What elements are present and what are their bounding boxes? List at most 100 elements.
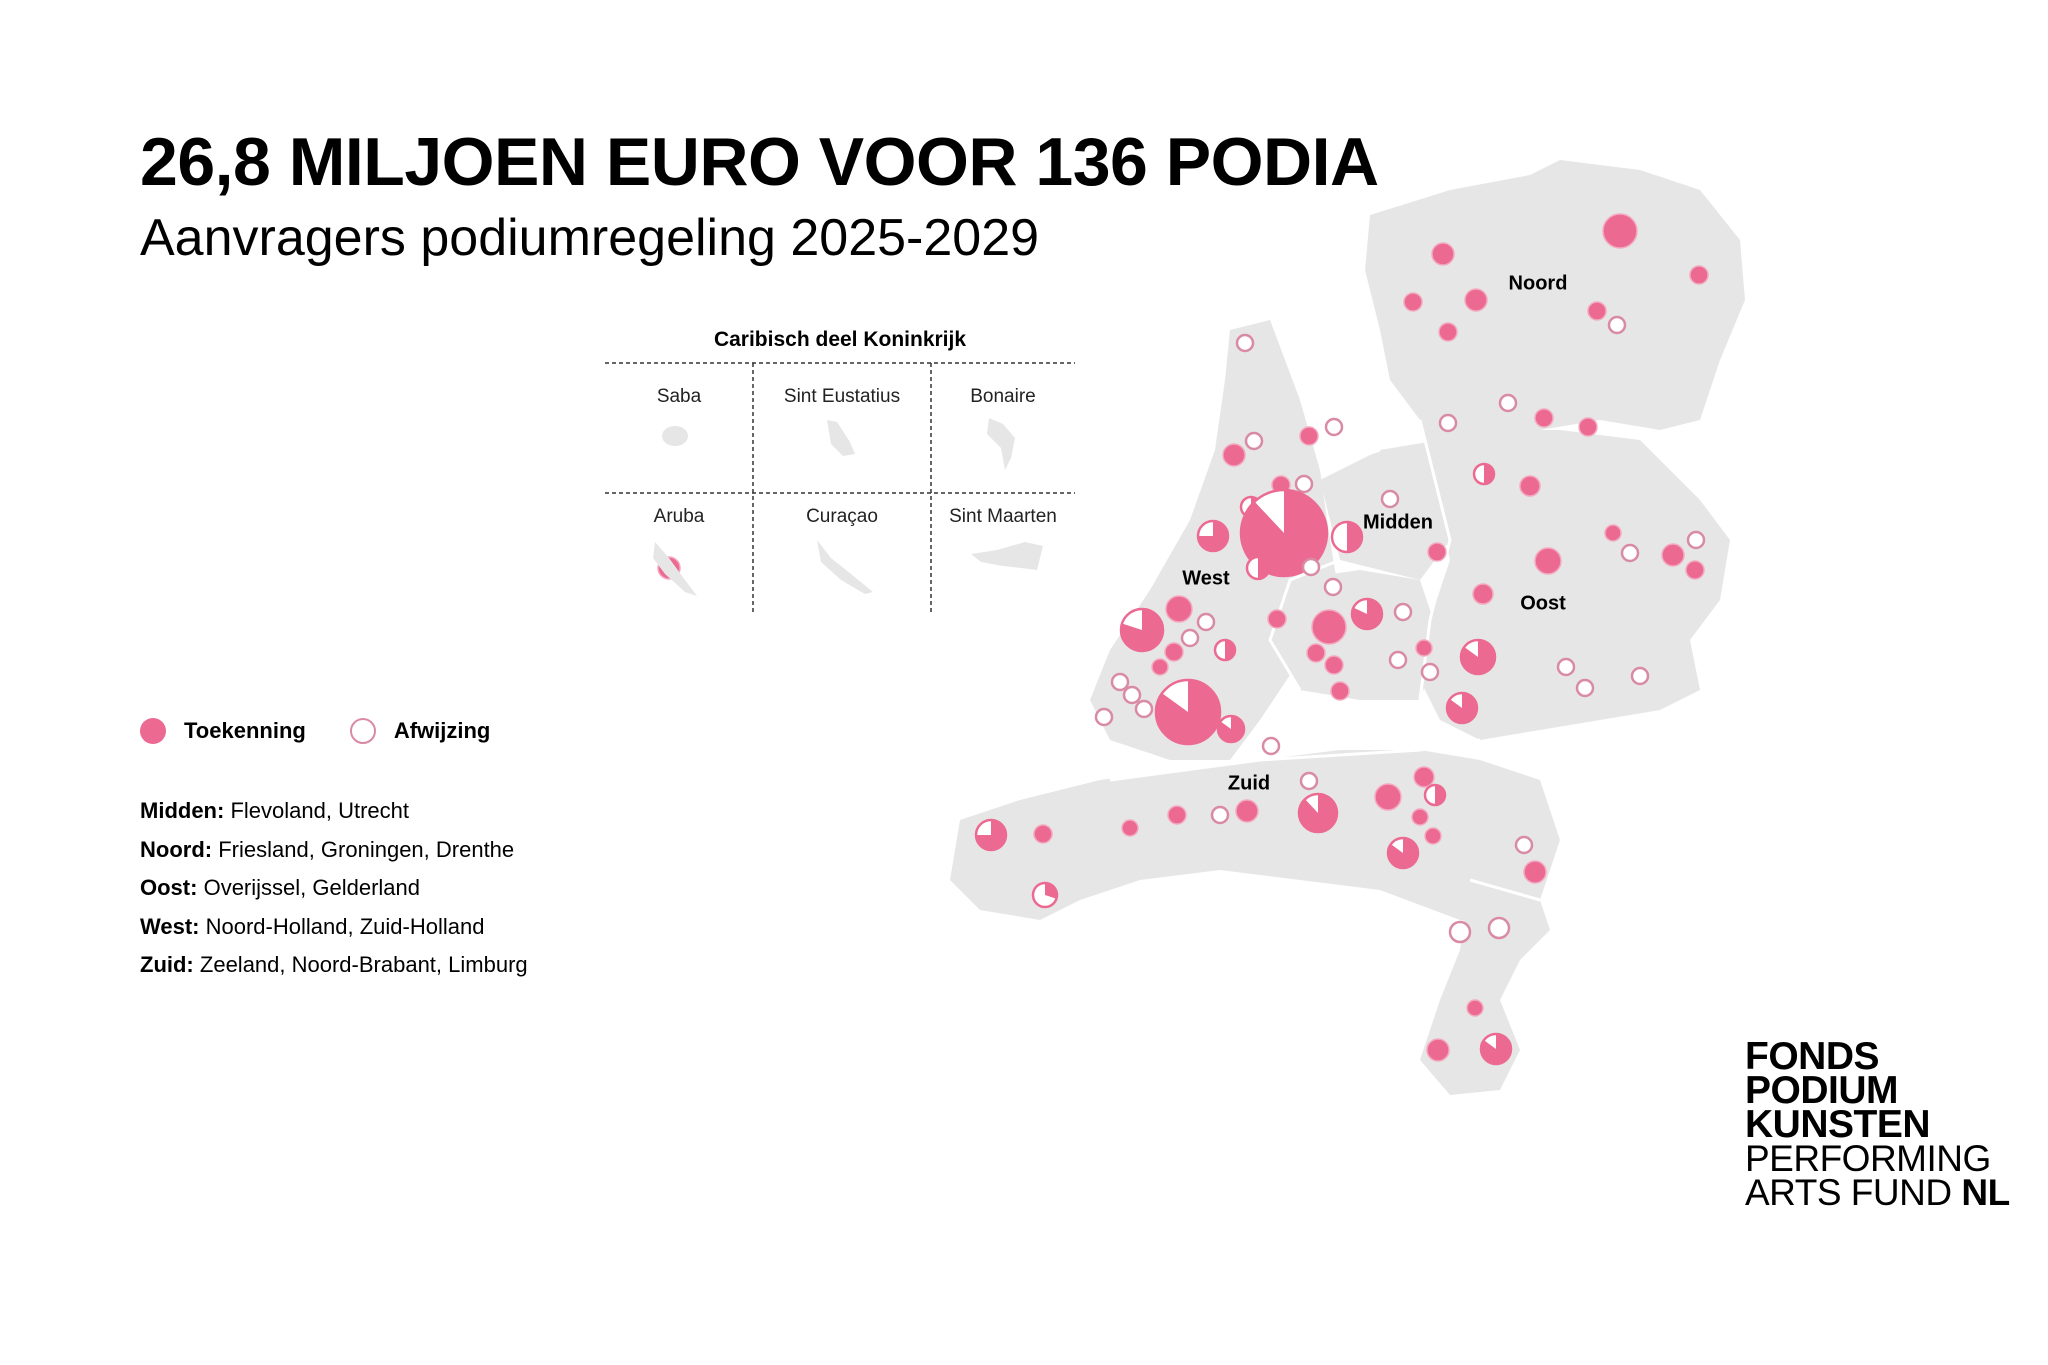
applicant-circle [1393, 602, 1413, 622]
applicant-circle [1685, 560, 1705, 580]
applicant-circle [1374, 783, 1402, 811]
applicant-circle [1689, 265, 1709, 285]
applicant-circle [1165, 595, 1193, 623]
applicant-circle [1323, 577, 1343, 597]
region-row-noord: Noord: Friesland, Groningen, Drenthe [140, 836, 515, 862]
applicant-circle [1350, 597, 1384, 631]
applicant-circle [1306, 643, 1326, 663]
fonds-podiumkunsten-logo: FONDS PODIUM KUNSTEN PERFORMING ARTS FUN… [1745, 1035, 2010, 1213]
applicant-circle [1297, 792, 1339, 834]
applicant-circle [1267, 609, 1287, 629]
sint-eustatius-shape [827, 420, 855, 456]
page-subtitle: Aanvragers podiumregeling 2025-2029 [140, 209, 1040, 267]
map-label-west: West [1182, 567, 1230, 590]
applicant-circle [1245, 555, 1271, 581]
applicant-circle [1164, 642, 1184, 662]
land-shape [950, 160, 1745, 1095]
applicant-circle [1388, 650, 1408, 670]
applicant-circle [1134, 699, 1154, 719]
applicant-circle [1415, 639, 1433, 657]
applicant-circle [1445, 691, 1479, 725]
island-label-sint-maarten: Sint Maarten [949, 506, 1057, 527]
applicant-circle [1423, 783, 1447, 807]
applicant-circle [1620, 543, 1640, 563]
applicant-circle [1386, 836, 1420, 870]
map-label-oost: Oost [1520, 592, 1566, 615]
applicant-circle [1413, 766, 1435, 788]
map-label-zuid: Zuid [1227, 772, 1271, 795]
applicant-circle [1196, 612, 1216, 632]
region-definitions: Midden: Flevoland, Utrecht Noord: Friesl… [140, 792, 528, 985]
applicant-circle [1301, 557, 1321, 577]
region-row-oost: Oost: Overijssel, Gelderland [140, 875, 421, 900]
applicant-circle [1459, 638, 1497, 676]
sint-maarten-shape [971, 542, 1043, 570]
applicant-circle [1420, 662, 1440, 682]
applicant-circle [1487, 916, 1511, 940]
applicant-circle [1519, 475, 1541, 497]
applicant-circle [1239, 488, 1329, 578]
applicant-circle [1261, 736, 1281, 756]
island-label-saba: Saba [656, 386, 702, 407]
applicant-circle [1180, 628, 1200, 648]
toekenning-dot-icon [140, 718, 166, 744]
caribbean-grid: Saba Sint Eustatius Bonaire Aruba Curaça… [605, 362, 1075, 614]
applicant-circle [1154, 678, 1222, 746]
applicant-circle [1213, 638, 1237, 662]
applicant-circle [1235, 333, 1255, 353]
applicant-circle [1403, 292, 1423, 312]
applicant-circle [1472, 583, 1494, 605]
applicant-circle [1602, 213, 1638, 249]
applicant-circle [1427, 542, 1447, 562]
applicant-circle [1033, 824, 1053, 844]
page-title: 26,8 MILJOEN EURO VOOR 136 PODIA [140, 124, 1379, 200]
applicant-circle [1575, 678, 1595, 698]
aruba-shape [653, 542, 697, 596]
island-label-sint-eustatius: Sint Eustatius [783, 386, 901, 407]
applicant-circle [1448, 920, 1472, 944]
applicant-circle [1216, 714, 1246, 744]
applicant-circle [1210, 805, 1230, 825]
applicant-circle [1196, 519, 1230, 553]
applicant-circle [1472, 462, 1496, 486]
island-label-bonaire: Bonaire [970, 386, 1036, 407]
legend-toekenning: Toekenning [184, 718, 306, 743]
region-row-west: West: Noord-Holland, Zuid-Holland [140, 913, 485, 939]
applicant-circle [1222, 443, 1246, 467]
applicant-circle [1244, 431, 1264, 451]
applicant-circle [1438, 413, 1458, 433]
applicant-circle [1578, 417, 1598, 437]
applicant-circle [1438, 322, 1458, 342]
applicant-circle [1514, 835, 1534, 855]
region-row-midden: Midden: Flevoland, Utrecht [140, 798, 409, 823]
applicant-circle [1299, 426, 1319, 446]
applicant-circle [1630, 666, 1650, 686]
applicant-circle [1424, 827, 1442, 845]
applicant-circle [1094, 707, 1114, 727]
applicant-circle [1121, 819, 1139, 837]
map-label-noord: Noord [1508, 272, 1568, 295]
applicant-circles [657, 213, 1709, 1066]
applicant-circle [1534, 408, 1554, 428]
applicant-circle [1466, 999, 1484, 1017]
applicant-circle [1686, 530, 1706, 550]
applicant-circle [1607, 315, 1627, 335]
applicant-circle [1324, 655, 1344, 675]
region-borders [1109, 419, 1541, 902]
applicant-circle [1151, 658, 1169, 676]
applicant-circle [1431, 242, 1455, 266]
applicant-circle [1122, 685, 1142, 705]
applicant-circle [1299, 771, 1319, 791]
bonaire-shape [987, 418, 1015, 470]
applicant-circle [1556, 657, 1576, 677]
saba-shape [662, 426, 688, 446]
applicant-circle [974, 818, 1008, 852]
applicant-circle [1380, 489, 1400, 509]
island-label-curacao: Curaçao [806, 506, 878, 527]
island-label-aruba: Aruba [653, 506, 705, 527]
curacao-shape [817, 540, 873, 594]
applicant-circle [1523, 860, 1547, 884]
caribbean-title: Caribisch deel Koninkrijk [713, 328, 967, 351]
caribbean-grid-lines [605, 362, 1075, 614]
